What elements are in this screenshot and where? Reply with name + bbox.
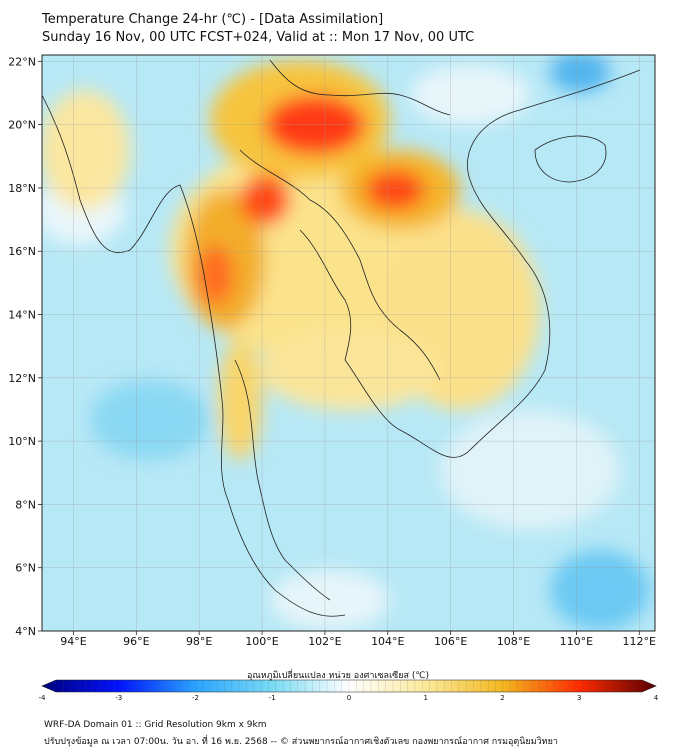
colorbar-tick-label: 1 [424,694,428,702]
colorbar: -4 -3 -2 -1 0 1 2 3 4 [39,679,659,702]
lat-tick-label: 22°N [8,55,36,68]
border-interior-2 [299,229,352,361]
lon-tick-label: 112°E [623,635,656,648]
lat-tick-label: 6°N [15,562,36,575]
footer-model-info: WRF-DA Domain 01 :: Grid Resolution 9km … [44,720,267,730]
lat-tick-label: 14°N [8,309,36,322]
colorbar-tick-label: -1 [269,694,276,702]
border-interior [239,149,441,381]
colorbar-tick-label: -2 [192,694,199,702]
colorbar-tick-label: 2 [500,694,504,702]
map-title: Temperature Change 24-hr (℃) - [Data Ass… [42,12,384,27]
lon-tick-label: 102°E [308,635,341,648]
lon-tick-label: 100°E [245,635,278,648]
lon-tick-label: 108°E [497,635,530,648]
lon-tick-label: 110°E [560,635,593,648]
lat-tick-label: 16°N [8,245,36,258]
lat-tick-label: 18°N [8,182,36,195]
lat-tick-label: 8°N [15,498,36,511]
colorbar-tick-label: 4 [654,694,659,702]
lat-tick-label: 10°N [8,435,36,448]
colorbar-ticks: -4 -3 -2 -1 0 1 2 3 4 [39,680,659,702]
lon-tick-label: 98°E [186,635,212,648]
coastline-west [42,94,346,617]
lon-tick-label: 96°E [123,635,149,648]
lon-tick-label: 106°E [434,635,467,648]
lat-tick-label: 4°N [15,625,36,638]
map-field [42,55,655,631]
map-frame [41,54,656,632]
lon-tick-label: 104°E [371,635,404,648]
border-north [269,59,451,116]
footer-update-info: ปรับปรุงข้อมูล ณ เวลา 07:00น. วัน อา. ที… [44,737,558,747]
lon-tick-label: 94°E [60,635,86,648]
colorbar-tick-label: -4 [39,694,47,702]
colorbar-tick-label: 3 [577,694,581,702]
lat-tick-label: 20°N [8,119,36,132]
hainan-island [534,135,607,183]
coastlines [42,59,641,617]
map-subtitle: Sunday 16 Nov, 00 UTC FCST+024, Valid at… [42,30,475,45]
colorbar-label: อุณหภูมิเปลี่ยนแปลง หน่วย องศาเซลเซียส (… [246,671,430,681]
temperature-field [42,55,650,630]
coastline-east [344,69,641,458]
longitude-ticks: 94°E 96°E 98°E 100°E 102°E 104°E 106°E 108°E 110… [60,631,656,648]
colorbar-tick-label: -3 [115,694,122,702]
grid-lines [42,55,655,631]
coastline-peninsula [234,359,331,601]
latitude-ticks: 4°N 6°N 8°N 10°N 12°N 14°N 16°N 18°N 20°N 22°N [8,55,42,638]
colorbar-tick-label: 0 [347,694,351,702]
lat-tick-label: 12°N [8,372,36,385]
